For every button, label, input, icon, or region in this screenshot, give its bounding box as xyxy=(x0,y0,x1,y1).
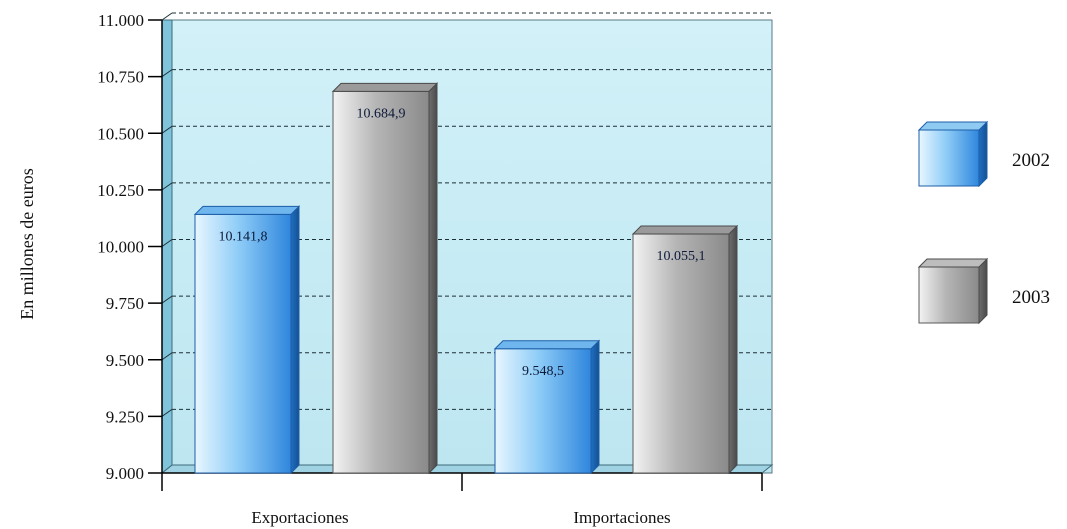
gridline-side xyxy=(161,239,173,247)
bar-side xyxy=(728,224,738,475)
category-labels: Exportaciones Importaciones xyxy=(251,508,670,527)
gridline-side xyxy=(161,408,173,417)
y-tick-label: 9.000 xyxy=(106,464,144,483)
gridline-side xyxy=(161,69,173,78)
gridline-side xyxy=(161,295,173,304)
bar-front xyxy=(332,90,430,474)
gridline-side xyxy=(161,182,173,191)
bar: 10.684,9 xyxy=(331,82,439,475)
bar-top xyxy=(193,205,301,215)
y-tick-label: 10.250 xyxy=(97,181,144,200)
legend-label: 2003 xyxy=(1012,287,1050,308)
gridline-side xyxy=(161,125,173,134)
y-tick-labels: 9.000 9.250 9.500 9.750 10.000 10.250 10.500 10… xyxy=(97,11,144,483)
bar: 10.055,1 xyxy=(631,224,739,475)
y-tick-label: 11.000 xyxy=(98,11,144,30)
legend-swatch-side xyxy=(978,257,988,325)
y-tick-label: 10.750 xyxy=(97,68,144,87)
bar-side xyxy=(428,82,438,475)
y-tick-label: 10.000 xyxy=(97,238,144,257)
y-tick-label: 10.500 xyxy=(97,124,144,143)
gridline-side xyxy=(161,12,173,21)
category-label: Exportaciones xyxy=(251,508,348,527)
category-label: Importaciones xyxy=(573,508,670,527)
legend-swatch-top xyxy=(917,121,989,131)
data-label: 10.055,1 xyxy=(657,249,706,264)
bar-front xyxy=(194,213,292,474)
bar-side xyxy=(590,339,600,475)
legend-label: 2002 xyxy=(1012,150,1050,171)
bar-top xyxy=(631,225,739,235)
y-tick-label: 9.250 xyxy=(106,407,144,426)
gridline-side xyxy=(161,352,173,361)
legend-swatch xyxy=(918,266,980,324)
bar-top xyxy=(493,340,601,350)
side-wall xyxy=(161,19,173,475)
bar-side xyxy=(290,205,300,475)
data-label: 10.684,9 xyxy=(357,106,406,121)
y-tick-label: 9.500 xyxy=(106,351,144,370)
legend-swatch xyxy=(918,129,980,187)
bar: 9.548,5 xyxy=(493,339,601,475)
legend-item: 2003 xyxy=(917,257,1050,325)
bar-top xyxy=(331,82,439,92)
bar: 10.141,8 xyxy=(193,205,301,475)
legend: 2002 2003 xyxy=(917,120,1050,325)
data-label: 9.548,5 xyxy=(522,364,564,379)
bar-front xyxy=(632,233,730,474)
legend-swatch-side xyxy=(978,120,988,188)
y-tick-label: 9.750 xyxy=(106,294,144,313)
data-label: 10.141,8 xyxy=(219,229,268,244)
legend-item: 2002 xyxy=(917,120,1050,188)
bars: 10.141,8 10.684,9 9.548,5 10.055,1 xyxy=(193,82,739,475)
bar-front xyxy=(494,348,592,474)
y-axis-label: En millones de euros xyxy=(17,168,37,319)
legend-swatch-top xyxy=(917,258,989,268)
